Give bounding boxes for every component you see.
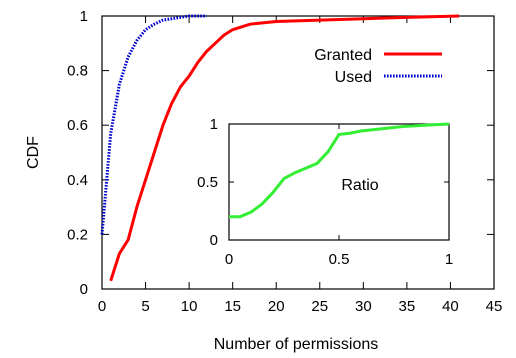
- y-axis-title: CDF: [25, 136, 42, 169]
- x-tick-label: 35: [399, 298, 416, 315]
- x-tick-label: 25: [311, 298, 328, 315]
- y-tick-label: 0.6: [67, 117, 88, 134]
- x-tick-label: 0: [98, 298, 106, 315]
- inset-x-tick-label: 0.5: [329, 251, 350, 268]
- x-tick-label: 5: [141, 298, 149, 315]
- inset-axes-frame: [228, 123, 450, 241]
- legend: Granted Used: [314, 47, 442, 86]
- y-tick-label: 1: [80, 8, 88, 25]
- x-tick-label: 40: [442, 298, 459, 315]
- inset-y-tick-label: 0: [210, 232, 218, 249]
- x-tick-label: 45: [486, 298, 503, 315]
- y-tick-label: 0: [80, 281, 88, 298]
- x-tick-label: 20: [268, 298, 285, 315]
- inset-x-tick-label: 1: [445, 251, 453, 268]
- inset-x-tick-label: 0: [225, 251, 233, 268]
- y-tick-label: 0.4: [67, 172, 88, 189]
- inset-title: Ratio: [341, 177, 378, 194]
- y-tick-label: 0.2: [67, 226, 88, 243]
- legend-label-granted: Granted: [314, 47, 372, 64]
- inset-y-tick-label: 1: [210, 116, 218, 133]
- inset-y-tick-label: 0.5: [197, 174, 218, 191]
- x-tick-label: 30: [355, 298, 372, 315]
- x-axis-title: Number of permissions: [214, 336, 379, 353]
- x-tick-label: 15: [224, 298, 241, 315]
- y-tick-label: 0.8: [67, 63, 88, 80]
- x-tick-label: 10: [181, 298, 198, 315]
- inset-plot: 0 0.5 1 0 0.5 1 Ratio: [193, 116, 465, 276]
- series-line-granted: [109, 14, 460, 282]
- legend-label-used: Used: [335, 69, 372, 86]
